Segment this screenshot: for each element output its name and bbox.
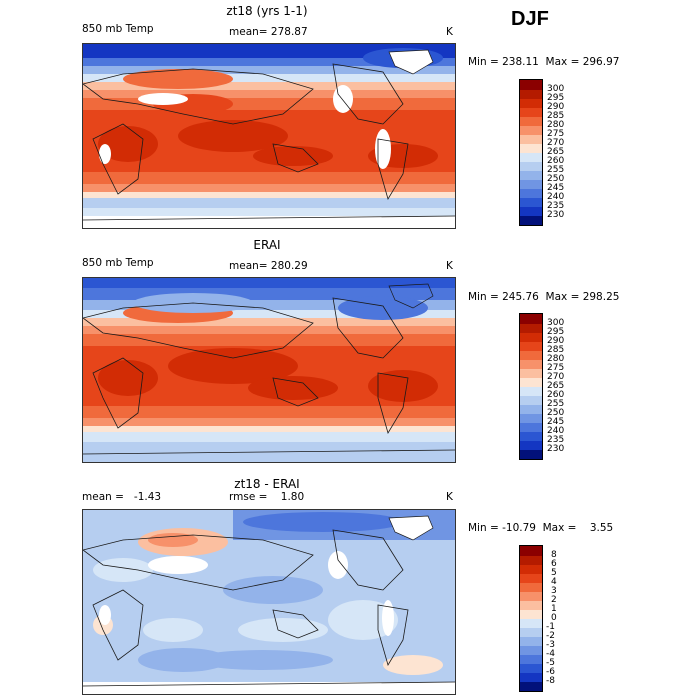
panel3-colorbar (519, 545, 543, 692)
panel1-colorbar-tick: 275 (547, 129, 565, 139)
panel3-colorbar-tick: 1 (551, 604, 557, 614)
panel1-colorbar-tick: 270 (547, 138, 565, 148)
panel2-colorbar (519, 313, 543, 460)
panel3-colorbar-tick: 3 (551, 586, 557, 596)
panel1-mean: mean= 278.87 (229, 26, 308, 38)
panel1-colorbar-tick: 260 (547, 156, 565, 166)
panel3-colorbar-tick: -3 (546, 640, 555, 650)
panel2-colorbar-tick: 265 (547, 381, 565, 391)
panel2-colorbar-tick: 295 (547, 327, 565, 337)
panel2-colorbar-tick: 255 (547, 399, 565, 409)
panel2-colorbar-tick: 230 (547, 444, 565, 454)
panel2-map (82, 277, 456, 463)
panel2-colorbar-tick: 285 (547, 345, 565, 355)
panel3-units: K (446, 491, 453, 503)
panel2-colorbar-tick: 245 (547, 417, 565, 427)
panel3-field (83, 510, 455, 694)
panel2-variable-label: 850 mb Temp (82, 257, 154, 269)
panel1-minmax: Min = 238.11 Max = 296.97 (468, 56, 620, 68)
panel1-colorbar-tick: 235 (547, 201, 565, 211)
panel2-colorbar-tick: 290 (547, 336, 565, 346)
panel2-colorbar-tick: 250 (547, 408, 565, 418)
panel1-colorbar-tick: 245 (547, 183, 565, 193)
panel3-colorbar-tick: 6 (551, 559, 557, 569)
panel3-colorbar-tick: -2 (546, 631, 555, 641)
panel1-variable-label: 850 mb Temp (82, 23, 154, 35)
panel3-title: zt18 - ERAI (234, 477, 300, 491)
panel2-mean: mean= 280.29 (229, 260, 308, 272)
panel2-colorbar-tick: 300 (547, 318, 565, 328)
panel1-colorbar-tick: 285 (547, 111, 565, 121)
panel1-colorbar-tick: 250 (547, 174, 565, 184)
panel3-colorbar-tick: 2 (551, 595, 557, 605)
panel2-colorbar-tick: 260 (547, 390, 565, 400)
panel3-colorbar-tick: 0 (551, 613, 557, 623)
panel3-minmax: Min = -10.79 Max = 3.55 (468, 522, 614, 534)
panel1-title: zt18 (yrs 1-1) (226, 4, 308, 18)
panel2-colorbar-tick: 280 (547, 354, 565, 364)
panel3-mean: mean = -1.43 (82, 491, 162, 503)
panel3-colorbar-tick: -1 (546, 622, 555, 632)
panel3-colorbar-tick: 4 (551, 577, 557, 587)
panel3-map (82, 509, 456, 695)
panel3-colorbar-tick: -5 (546, 658, 555, 668)
panel1-colorbar-tick: 230 (547, 210, 565, 220)
panel3-colorbar-tick: -8 (546, 676, 555, 686)
panel1-colorbar-tick: 255 (547, 165, 565, 175)
panel3-colorbar-tick: 8 (551, 550, 557, 560)
panel3-rmse: rmse = 1.80 (229, 491, 305, 503)
panel1-map (82, 43, 456, 229)
panel2-units: K (446, 260, 453, 272)
panel3-colorbar-tick: 5 (551, 568, 557, 578)
panel1-colorbar-tick: 300 (547, 84, 565, 94)
panel1-colorbar-tick: 290 (547, 102, 565, 112)
panel1-colorbar-tick: 280 (547, 120, 565, 130)
panel2-field (83, 278, 455, 462)
panel2-colorbar-tick: 235 (547, 435, 565, 445)
panel3-colorbar-tick: -6 (546, 667, 555, 677)
panel3-colorbar-tick: -4 (546, 649, 555, 659)
panel1-colorbar-tick: 295 (547, 93, 565, 103)
panel2-colorbar-tick: 275 (547, 363, 565, 373)
panel2-title: ERAI (253, 238, 281, 252)
panel1-colorbar (519, 79, 543, 226)
panel1-units: K (446, 26, 453, 38)
panel1-field (83, 44, 455, 228)
panel2-colorbar-tick: 270 (547, 372, 565, 382)
panel1-colorbar-tick: 265 (547, 147, 565, 157)
panel1-colorbar-tick: 240 (547, 192, 565, 202)
season-title: DJF (511, 8, 549, 30)
panel2-minmax: Min = 245.76 Max = 298.25 (468, 291, 620, 303)
panel2-colorbar-tick: 240 (547, 426, 565, 436)
